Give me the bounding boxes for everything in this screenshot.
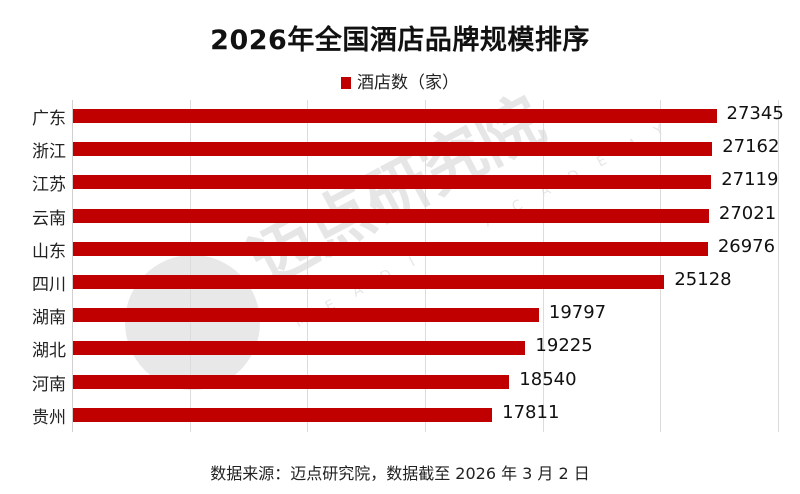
bar[interactable] — [73, 241, 708, 256]
bar[interactable] — [73, 308, 539, 323]
bar-row: 河南 18540 — [32, 366, 778, 399]
gridline — [425, 100, 426, 432]
plot-area: 迈点研究院 MEADIN ACADEMY 广东27345浙江27162江苏271… — [32, 84, 784, 432]
bar[interactable] — [73, 374, 510, 389]
category-axis-line — [72, 100, 73, 432]
data-label: 27119 — [721, 169, 779, 191]
legend-label: 酒店数（家） — [357, 73, 459, 93]
data-source-note: 数据来源：迈点研究院，数据截至 2026 年 3 月 2 日 — [210, 464, 590, 483]
gridline — [778, 100, 779, 432]
bar-row: 四川 25128 — [32, 266, 778, 299]
data-label: 25128 — [674, 269, 732, 290]
bar[interactable] — [73, 275, 665, 289]
bar[interactable] — [73, 142, 713, 157]
data-label: 19797 — [548, 302, 607, 324]
category-label: 贵州 — [32, 407, 66, 428]
bar[interactable] — [73, 208, 709, 223]
bar-row: 浙江 27162 — [32, 133, 780, 166]
category-label: 江苏 — [32, 175, 66, 196]
category-label: 浙江 — [32, 142, 66, 163]
category-label: 河南 — [32, 374, 66, 395]
legend: 酒店数（家） — [0, 68, 800, 93]
category-label: 广东 — [32, 109, 66, 129]
category-label: 湖北 — [32, 341, 66, 362]
legend-swatch-icon — [341, 77, 351, 89]
data-label: 27162 — [722, 136, 780, 158]
gridline — [190, 100, 191, 432]
category-label: 山东 — [32, 241, 66, 262]
gridline — [660, 100, 661, 432]
bar[interactable] — [73, 407, 493, 422]
bar-row: 广东 27345 — [32, 100, 784, 133]
data-label: 27345 — [726, 103, 784, 124]
bar[interactable] — [73, 341, 526, 356]
data-label: 18540 — [519, 368, 577, 390]
category-label: 云南 — [32, 208, 66, 229]
data-label: 27021 — [718, 202, 777, 224]
bar[interactable] — [73, 109, 717, 123]
bar-row: 湖北 19225 — [32, 332, 778, 365]
data-label: 19225 — [535, 335, 593, 357]
data-label: 17811 — [502, 401, 560, 423]
category-label: 四川 — [32, 275, 66, 295]
bar-row: 云南 27021 — [32, 200, 778, 233]
bar-row: 山东 26976 — [32, 233, 778, 266]
data-label: 26976 — [717, 235, 776, 257]
category-label: 湖南 — [32, 308, 66, 329]
bar-row: 贵州 17811 — [32, 399, 778, 432]
bar-row: 湖南 19797 — [32, 299, 778, 332]
bar[interactable] — [73, 175, 712, 190]
bar-row: 江苏 27119 — [32, 166, 779, 199]
gridline — [543, 100, 544, 432]
chart-title: 2026年全国酒店品牌规模排序 — [210, 25, 590, 56]
gridline — [307, 100, 308, 432]
